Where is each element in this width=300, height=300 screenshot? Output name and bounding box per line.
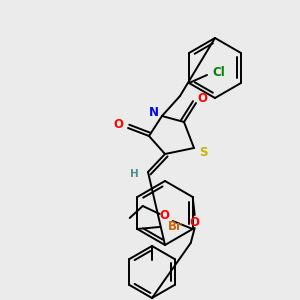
Text: O: O xyxy=(160,209,170,223)
Text: H: H xyxy=(130,169,138,179)
Text: O: O xyxy=(113,118,123,131)
Text: Br: Br xyxy=(168,220,183,233)
Text: O: O xyxy=(197,92,207,104)
Text: S: S xyxy=(199,146,207,158)
Text: Cl: Cl xyxy=(213,67,225,80)
Text: O: O xyxy=(190,217,200,230)
Text: N: N xyxy=(149,106,159,118)
